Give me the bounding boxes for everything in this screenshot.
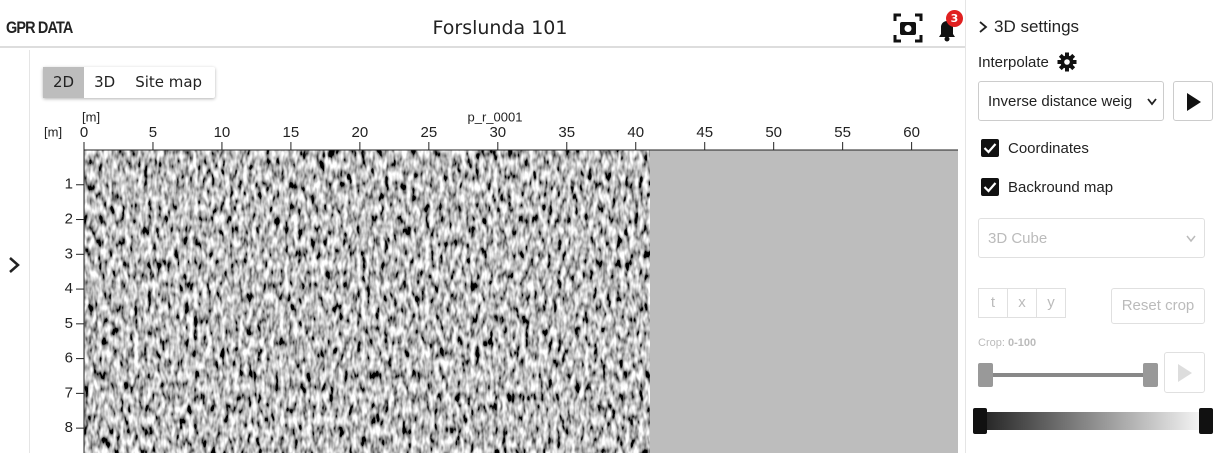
radargram: p_r_0001[m][m] 0 5 10 15 20 25 30 35 40 45 50 55 6012… [44,109,958,453]
profile-name: p_r_0001 [468,109,523,124]
y-tick-label: 8 [65,419,73,436]
crop-track [986,373,1151,377]
y-tick-label: 4 [65,280,73,297]
y-tick-label: 2 [65,211,73,228]
x-tick-label: 50 [765,124,782,141]
brand: GPR DATA [6,18,73,37]
page-title: Forslunda 101 [432,17,568,39]
tab[interactable]: 3D [94,73,116,91]
play-icon [1187,93,1201,111]
crop-handle-start[interactable] [978,363,993,387]
dropdown-arrow [1186,235,1196,243]
x-tick-label: 15 [283,124,300,141]
settings-title: 3D settings [994,17,1080,36]
check-mark [983,182,997,193]
interpolate-row: Interpolate [978,52,1077,72]
range-handle-start[interactable] [973,408,987,434]
x-tick-label: 20 [352,124,369,141]
checkbox [981,139,999,157]
view-select[interactable]: 3D Cube [978,218,1205,258]
axis-button[interactable]: y [1036,288,1066,318]
camera-button[interactable] [893,13,923,43]
checkbox [981,178,999,196]
color-range [980,412,1212,430]
tab[interactable]: 2D [43,67,85,98]
expand-icon [9,257,20,273]
axis-button[interactable]: x [1007,288,1037,318]
y-tick-label: 1 [65,176,73,193]
notification-badge: 3 [946,10,963,27]
y-tick-label: 5 [65,315,73,332]
play-icon [1178,364,1192,382]
x-tick-label: 60 [903,124,920,141]
settings-toggle[interactable]: 3D settings [978,17,1079,37]
settings-panel: 3D settings Interpolate Inverse distance… [965,0,1214,453]
crop-value: 0-100 [1007,337,1037,349]
method-value: Inverse distance weig [988,93,1133,110]
crop-info: Crop: 0-100 [978,337,1036,349]
y-tick-label: 7 [65,384,73,401]
x-unit: [m] [82,109,100,124]
gpr-data [84,150,650,453]
view-value: 3D Cube [988,230,1048,247]
checkbox-label: Backround map [1008,178,1114,196]
reset-crop-button[interactable]: Reset crop [1111,288,1205,324]
checkbox-row[interactable]: Backround map [981,178,1113,196]
y-tick-label: 6 [65,350,73,367]
y-unit: [m] [44,124,62,139]
check-mark [983,143,997,154]
range-handle-end[interactable] [1199,408,1213,434]
x-tick-label: 55 [834,124,851,141]
x-tick-label: 5 [149,124,157,141]
chevron [979,21,988,33]
checkbox-label: Coordinates [1008,139,1089,157]
x-tick-label: 10 [214,124,231,141]
gear-button[interactable] [1057,52,1077,72]
axis-button[interactable]: t [978,288,1008,318]
y-tick-label: 3 [65,245,73,262]
checkbox-row[interactable]: Coordinates [981,139,1089,157]
crop-play-button[interactable] [1164,352,1205,393]
play-button[interactable] [1173,81,1213,121]
x-tick-label: 45 [696,124,713,141]
sidebar-toggle[interactable] [0,50,30,453]
x-tick-label: 25 [420,124,437,141]
dropdown-arrow [1147,98,1157,106]
x-tick-label: 0 [80,124,88,141]
crop-handle-end[interactable] [1143,363,1158,387]
interpolate-label: Interpolate [978,53,1049,71]
header: GPR DATA Forslunda 101 3 [0,0,965,48]
x-tick-label: 30 [489,124,506,141]
x-tick-label: 35 [558,124,575,141]
x-tick-label: 40 [627,124,644,141]
tab[interactable]: Site map [135,73,203,91]
crop-label: Crop: [978,337,1005,349]
view-tabs: 2D 3D Site map [43,67,215,98]
method-select[interactable]: Inverse distance weig [978,81,1164,121]
